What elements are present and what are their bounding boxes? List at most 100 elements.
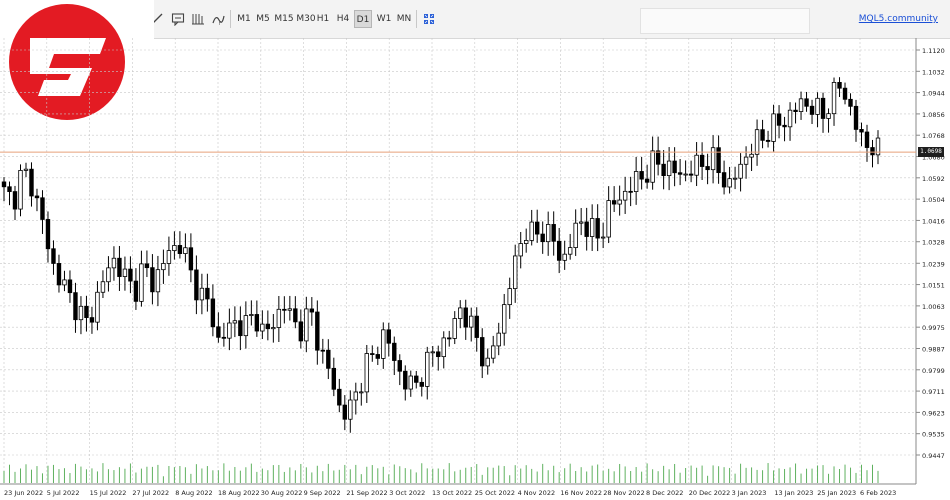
x-tick-label: 5 Jul 2022 xyxy=(47,489,80,497)
candle-body xyxy=(150,267,155,293)
candle-body xyxy=(661,163,666,177)
candle-body xyxy=(804,98,809,107)
timeframe-m30[interactable]: M30 xyxy=(296,14,316,24)
candle-body xyxy=(84,305,89,318)
grid-indicator-icon[interactable] xyxy=(189,9,207,29)
candle-body xyxy=(524,240,529,244)
candle-body xyxy=(578,221,584,224)
candle-body xyxy=(111,257,117,269)
candle-body xyxy=(40,197,45,220)
candle-body xyxy=(502,304,507,334)
candle-body xyxy=(441,337,446,358)
candle-body xyxy=(210,298,216,328)
candle-body xyxy=(128,268,133,282)
candle-body xyxy=(45,219,51,250)
candle-body xyxy=(375,354,380,359)
candle-body xyxy=(177,245,183,254)
candle-body xyxy=(265,323,271,330)
y-tick-label: 0.9623 xyxy=(922,409,945,417)
y-tick-label: 1.1032 xyxy=(922,68,945,76)
mql5-community-link[interactable]: MQL5.community xyxy=(858,14,938,24)
candle-body xyxy=(485,357,490,367)
candle-body xyxy=(831,82,837,115)
candle-body xyxy=(282,308,287,311)
candle-body xyxy=(216,326,221,338)
candle-body xyxy=(793,109,798,113)
candle-body xyxy=(315,311,320,351)
candle-body xyxy=(100,281,106,293)
candle-body xyxy=(650,150,655,183)
y-tick-label: 0.9799 xyxy=(922,367,945,375)
y-tick-label: 0.9887 xyxy=(922,345,945,353)
timeframe-m1[interactable]: M1 xyxy=(237,14,251,24)
comment-icon[interactable] xyxy=(169,9,187,29)
candle-body xyxy=(749,153,754,158)
candle-body xyxy=(705,166,710,171)
function-indicator-icon[interactable]: f xyxy=(209,9,227,29)
candle-body xyxy=(859,129,864,133)
candle-body xyxy=(732,177,738,180)
candle-body xyxy=(276,308,282,328)
candle-body xyxy=(721,172,727,188)
candle-body xyxy=(765,139,771,142)
candle-body xyxy=(534,221,540,235)
candle-body xyxy=(331,367,337,390)
candle-body xyxy=(205,287,210,300)
y-tick-label: 0.9447 xyxy=(922,452,945,460)
candle-body xyxy=(144,263,150,269)
candle-body xyxy=(480,337,485,367)
timeframe-h1[interactable]: H1 xyxy=(316,14,330,24)
candle-body xyxy=(166,250,172,264)
x-tick-label: 6 Feb 2023 xyxy=(860,489,896,497)
candle-body xyxy=(227,322,232,339)
y-tick-label: 1.0944 xyxy=(922,90,945,98)
candle-body xyxy=(727,178,732,188)
x-tick-label: 20 Dec 2022 xyxy=(689,489,731,497)
price-chart[interactable]: 1.1120 1.1032 1.0944 1.0856 1.0768 1.0680 1.05… xyxy=(0,38,950,500)
x-tick-label: 25 Jan 2023 xyxy=(817,489,856,497)
candle-body xyxy=(760,129,765,141)
candle-body xyxy=(633,171,639,193)
timeframe-m15[interactable]: M15 xyxy=(274,14,294,24)
timeframe-h4[interactable]: H4 xyxy=(336,14,350,24)
candle-body xyxy=(353,391,358,401)
candle-body xyxy=(337,388,342,406)
candle-body xyxy=(348,399,353,420)
candle-body xyxy=(56,263,62,286)
candle-body xyxy=(199,287,205,301)
timeframe-w1[interactable]: W1 xyxy=(376,14,392,24)
candle-body xyxy=(699,154,705,167)
candle-body xyxy=(463,307,468,328)
timeframe-m5[interactable]: M5 xyxy=(256,14,270,24)
fullscreen-arrows-icon[interactable] xyxy=(421,9,437,29)
candle-body xyxy=(425,351,430,387)
candle-body xyxy=(820,97,826,119)
candle-body xyxy=(683,173,688,176)
x-tick-label: 4 Nov 2022 xyxy=(518,489,556,497)
candle-body xyxy=(452,318,457,339)
candle-body xyxy=(815,97,820,115)
candle-body xyxy=(188,247,194,271)
candle-body xyxy=(842,87,848,100)
candle-body xyxy=(809,105,815,115)
toolbar-separator xyxy=(416,10,417,28)
candle-body xyxy=(370,353,375,355)
candle-body xyxy=(194,269,199,301)
x-tick-label: 3 Jan 2023 xyxy=(732,489,767,497)
y-tick-label: 1.0504 xyxy=(922,196,945,204)
candle-body xyxy=(853,105,859,130)
candle-body xyxy=(573,222,578,249)
candle-body xyxy=(644,178,650,183)
x-tick-label: 21 Sep 2022 xyxy=(346,489,387,497)
candle-body xyxy=(491,345,496,359)
timeframe-mn[interactable]: MN xyxy=(396,14,412,24)
candle-body xyxy=(518,243,523,257)
brand-logo xyxy=(0,0,154,150)
candle-body xyxy=(106,267,111,283)
candle-body xyxy=(326,349,331,369)
candle-body xyxy=(67,279,73,294)
candle-body xyxy=(419,381,424,387)
candle-body xyxy=(254,314,260,332)
timeframe-d1[interactable]: D1 xyxy=(354,10,372,28)
candle-body xyxy=(1,181,7,188)
